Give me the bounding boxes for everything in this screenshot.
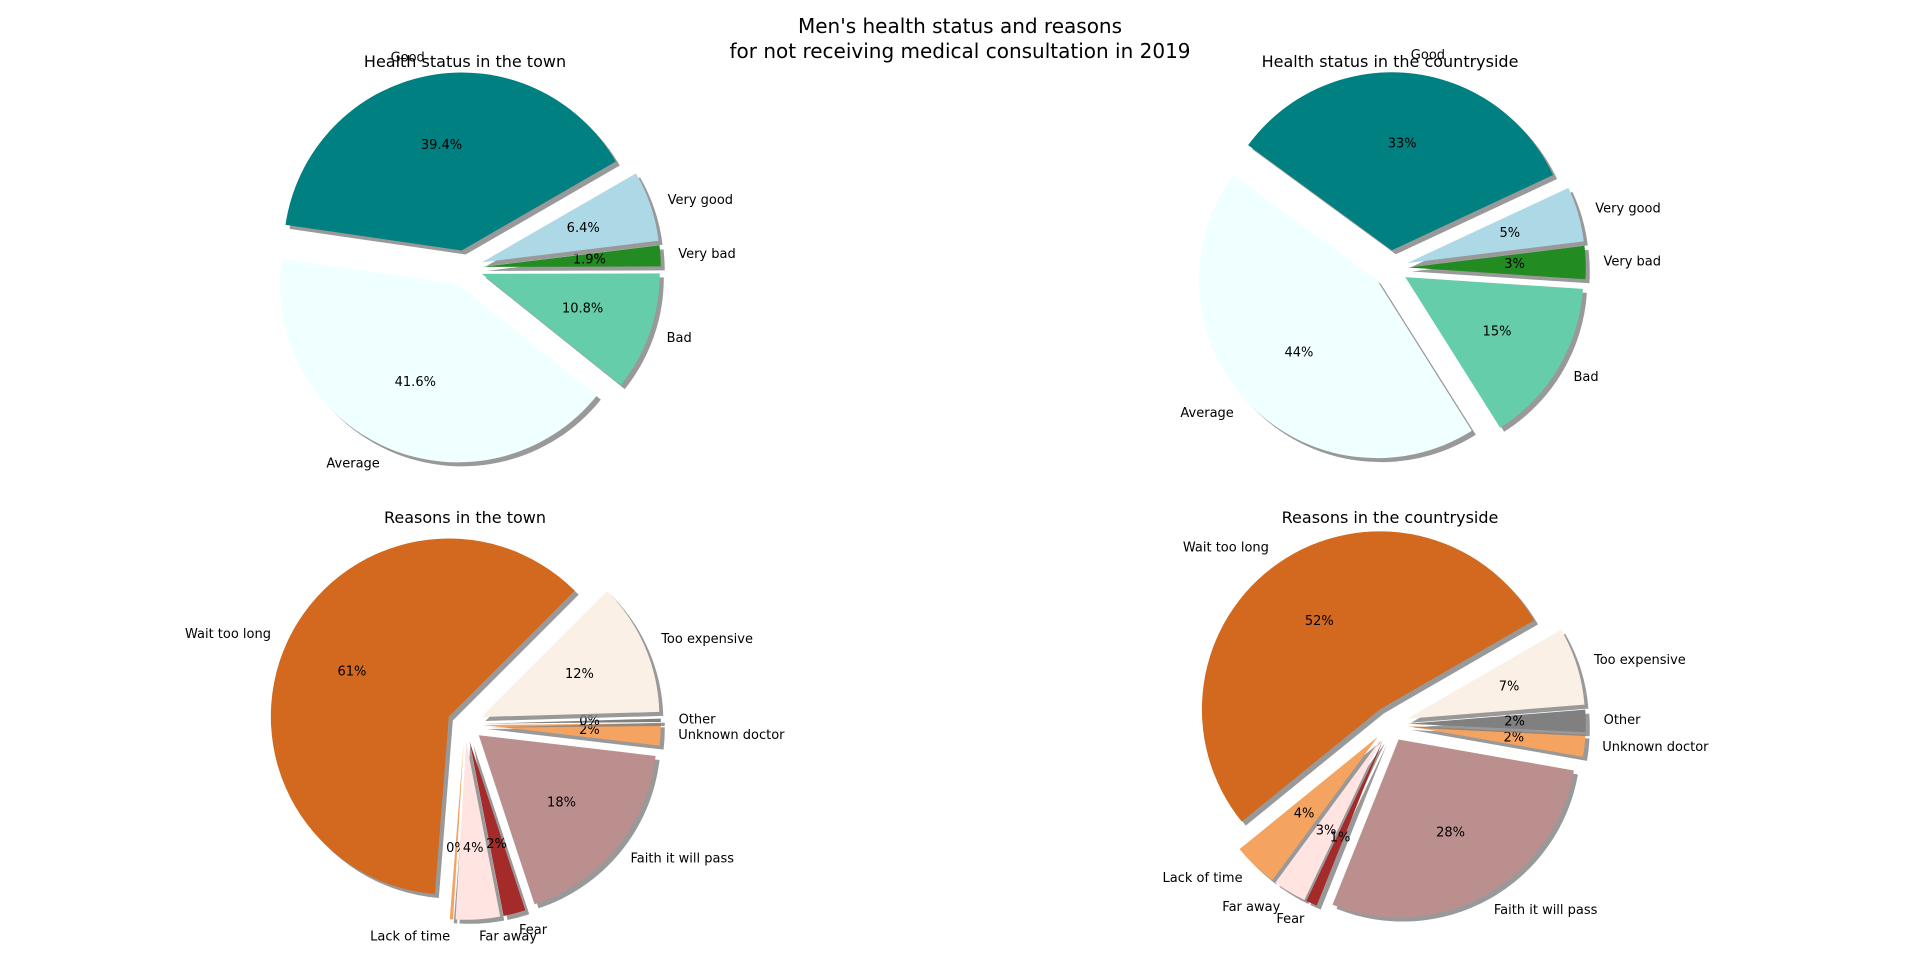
slice-percent-wait-too-long: 61%	[337, 664, 366, 679]
slice-label-too-expensive: Too expensive	[1593, 653, 1686, 668]
pie-slice-other	[1407, 709, 1586, 733]
pie-slice-wait-too-long	[1201, 531, 1535, 822]
pie-slice-far-away	[455, 741, 501, 920]
slice-percent-far-away: 3%	[1316, 823, 1337, 838]
slice-label-lack-of-time: Lack of time	[370, 930, 450, 945]
pie-slice-shadow-fear	[473, 745, 530, 920]
pie-title: Reasons in the town	[384, 508, 546, 527]
slice-label-wait-too-long: Wait too long	[185, 627, 271, 642]
pie-title: Health status in the town	[364, 52, 566, 71]
slice-label-unknown-doctor: Unknown doctor	[1602, 740, 1709, 755]
slice-percent-bad: 10.8%	[562, 302, 603, 317]
slice-percent-bad: 15%	[1483, 324, 1512, 339]
slice-label-lack-of-time: Lack of time	[1163, 871, 1243, 886]
slice-percent-very-bad: 1.9%	[573, 253, 606, 268]
slice-label-faith-it-will-pass: Faith it will pass	[631, 852, 735, 867]
slice-percent-wait-too-long: 52%	[1305, 614, 1334, 629]
slice-percent-average: 44%	[1284, 346, 1313, 361]
pie-chart-countryside-reasons: Reasons in the countryside Wait too long…	[1163, 508, 1710, 927]
slice-percent-fear: 1%	[1330, 831, 1351, 846]
slice-label-far-away: Far away	[479, 930, 537, 945]
pie-slice-good	[1248, 72, 1554, 251]
pie-slice-fear	[1306, 740, 1383, 906]
slice-label-good: Good	[391, 51, 425, 66]
pie-slice-far-away	[1275, 739, 1381, 900]
slice-label-fear: Fear	[1276, 912, 1305, 927]
pie-slice-faith-it-will-pass	[1332, 739, 1574, 918]
slice-label-very-bad: Very bad	[1604, 255, 1662, 270]
slice-label-wait-too-long: Wait too long	[1183, 541, 1269, 556]
pie-slice-lack-of-time	[449, 741, 464, 920]
pie-slice-wait-too-long	[270, 538, 575, 894]
pie-slices: Wait too long 52% Lack of time 4% Far away 3%…	[1163, 531, 1709, 927]
slice-label-average: Average	[1180, 406, 1233, 421]
pie-slice-bad	[481, 273, 660, 386]
slice-percent-unknown-doctor: 2%	[1503, 730, 1524, 745]
slice-label-fear: Fear	[519, 923, 548, 938]
slice-percent-far-away: 4%	[463, 841, 484, 856]
slice-label-bad: Bad	[1574, 370, 1599, 385]
pie-slice-very-good	[481, 173, 659, 263]
pie-slice-shadow-other	[486, 722, 665, 728]
slice-label-far-away: Far away	[1222, 900, 1280, 915]
slice-label-other: Other	[1604, 713, 1642, 728]
pie-slice-average	[279, 258, 597, 463]
slice-percent-faith-it-will-pass: 28%	[1436, 825, 1465, 840]
slice-percent-average: 41.6%	[395, 375, 436, 390]
pie-chart-countryside-health: Health status in the countryside Good 33%…	[1180, 48, 1662, 463]
pie-slice-good	[285, 72, 616, 251]
slice-percent-lack-of-time: 4%	[1294, 807, 1315, 822]
slice-label-bad: Bad	[667, 331, 692, 346]
pie-slice-lack-of-time	[1239, 736, 1378, 881]
pie-slice-very-bad	[482, 245, 661, 267]
slice-percent-too-expensive: 7%	[1499, 680, 1520, 695]
slice-percent-good: 33%	[1388, 137, 1417, 152]
pie-slices: Good 33% Average 44% Bad 15% Very bad 3% Very go…	[1180, 48, 1662, 463]
slice-label-good: Good	[1411, 48, 1445, 63]
slice-percent-very-good: 6.4%	[567, 221, 600, 236]
slice-percent-very-good: 5%	[1499, 226, 1520, 241]
slice-label-very-good: Very good	[1595, 202, 1660, 217]
pie-slices: Good 39.4% Average 41.6% Bad 10.8% Very bad 1.9…	[279, 51, 736, 471]
slice-label-unknown-doctor: Unknown doctor	[678, 728, 785, 743]
pie-chart-town-reasons: Reasons in the town Wait too long 61% Lack…	[185, 508, 785, 945]
slice-percent-very-bad: 3%	[1504, 257, 1525, 272]
pie-slice-too-expensive	[481, 591, 660, 717]
slice-percent-fear: 2%	[486, 837, 507, 852]
slice-percent-good: 39.4%	[421, 138, 462, 153]
slice-label-other: Other	[679, 713, 717, 728]
pie-slice-average	[1198, 175, 1472, 459]
pie-slice-very-good	[1407, 187, 1584, 264]
pie-slice-other	[482, 718, 661, 724]
pie-chart-town-health: Health status in the town Good 39.4% Avera…	[279, 51, 736, 471]
slice-label-too-expensive: Too expensive	[660, 632, 753, 647]
figure-title: Men's health status and reasons for not …	[729, 14, 1191, 63]
pie-slice-unknown-doctor	[482, 723, 661, 746]
slice-label-faith-it-will-pass: Faith it will pass	[1494, 903, 1598, 918]
pie-slice-fear	[469, 741, 526, 916]
pie-slice-faith-it-will-pass	[478, 735, 656, 905]
slice-label-very-good: Very good	[668, 193, 733, 208]
slice-percent-unknown-doctor: 2%	[579, 723, 600, 738]
pie-slice-very-bad	[1407, 245, 1586, 280]
pie-slice-bad	[1405, 277, 1583, 428]
pie-slice-too-expensive	[1407, 629, 1585, 719]
slice-label-very-bad: Very bad	[678, 247, 736, 262]
pie-title: Health status in the countryside	[1262, 52, 1519, 71]
pie-title: Reasons in the countryside	[1282, 508, 1499, 527]
slice-percent-faith-it-will-pass: 18%	[547, 795, 576, 810]
slice-percent-other: 2%	[1504, 715, 1525, 730]
slice-label-average: Average	[326, 456, 379, 471]
slice-percent-too-expensive: 12%	[565, 667, 594, 682]
